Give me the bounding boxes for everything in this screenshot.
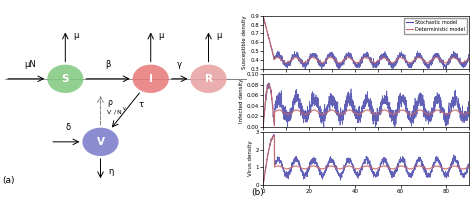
- Y-axis label: Infected density: Infected density: [239, 78, 244, 123]
- Y-axis label: Virus density: Virus density: [247, 141, 253, 176]
- Text: S: S: [62, 74, 69, 84]
- Text: ρ: ρ: [107, 98, 112, 107]
- Text: γ: γ: [177, 60, 182, 69]
- Text: δ: δ: [65, 123, 71, 132]
- Text: v: v: [123, 106, 126, 111]
- Text: R: R: [204, 74, 212, 84]
- Text: I: I: [149, 74, 153, 84]
- Text: μ: μ: [73, 31, 78, 40]
- Text: μ: μ: [158, 31, 164, 40]
- Legend: Stochastic model, Deterministic model: Stochastic model, Deterministic model: [404, 18, 467, 33]
- Text: η: η: [108, 167, 113, 176]
- Y-axis label: Susceptible density: Susceptible density: [242, 16, 247, 69]
- Circle shape: [47, 65, 83, 93]
- Circle shape: [191, 65, 227, 93]
- Circle shape: [82, 128, 118, 156]
- Text: (a): (a): [2, 176, 15, 185]
- Text: μ: μ: [216, 31, 221, 40]
- Text: V: V: [97, 137, 104, 147]
- Text: μN: μN: [24, 60, 36, 69]
- Text: /: /: [114, 110, 117, 115]
- Text: τ: τ: [138, 100, 143, 109]
- Text: V: V: [107, 110, 111, 115]
- Text: β: β: [105, 60, 111, 69]
- Text: N: N: [117, 110, 121, 115]
- Circle shape: [133, 65, 169, 93]
- Text: (b): (b): [251, 188, 264, 197]
